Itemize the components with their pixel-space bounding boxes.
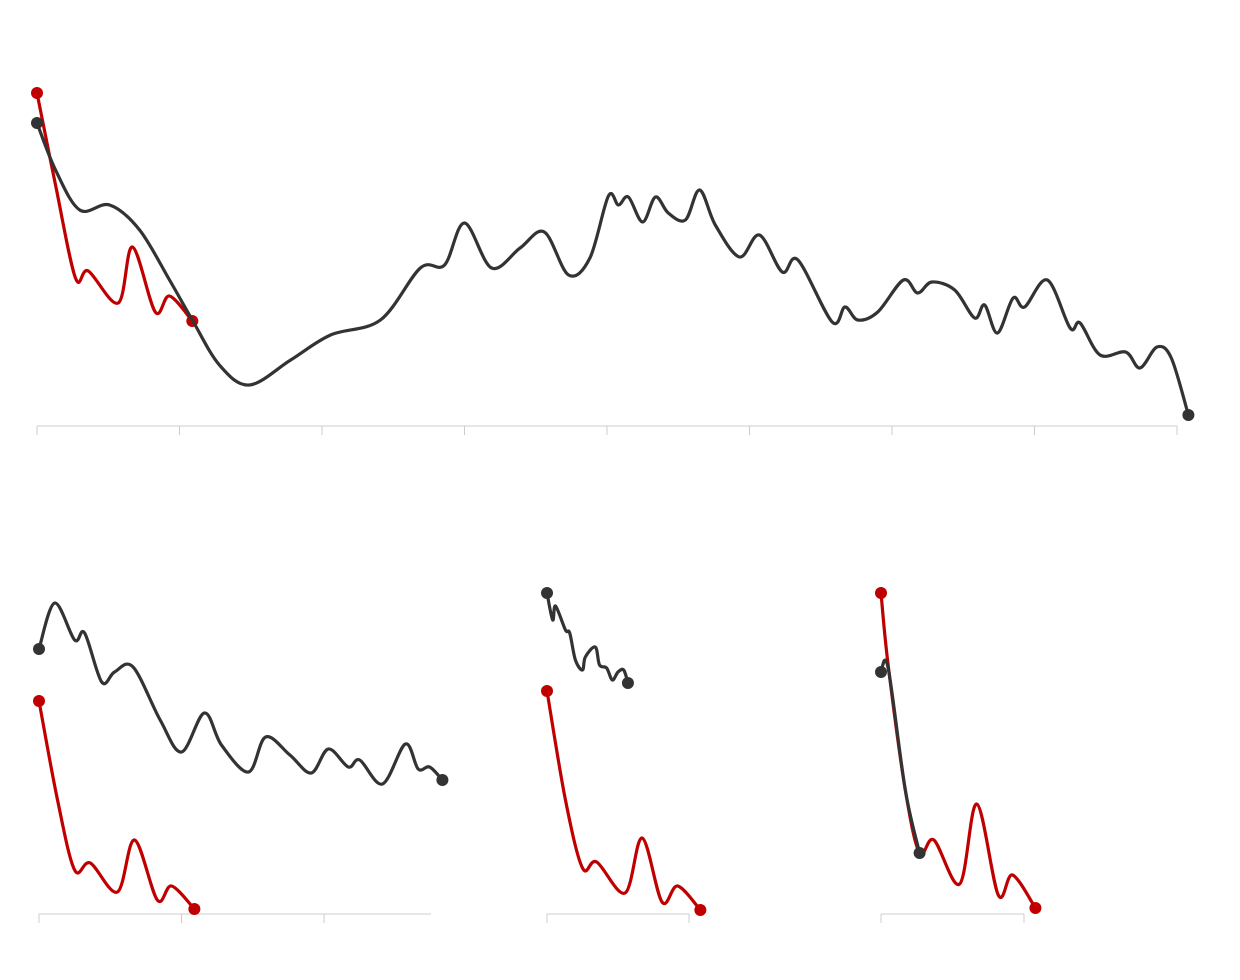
end-dot	[541, 685, 553, 697]
series-line	[545, 689, 702, 912]
end-dot	[31, 117, 43, 129]
series-line	[879, 658, 922, 855]
end-dot	[621, 677, 634, 689]
end-dot	[913, 847, 926, 859]
end-dot	[875, 666, 887, 678]
series-line	[35, 91, 194, 323]
end-dot	[188, 903, 201, 915]
end-dot	[436, 774, 449, 786]
series-line	[35, 121, 1190, 417]
end-dot	[875, 587, 887, 599]
end-dot	[1182, 409, 1195, 421]
series-line	[37, 699, 196, 911]
series-line	[37, 601, 445, 786]
end-dot	[33, 695, 45, 707]
end-dot	[694, 904, 707, 916]
end-dot	[1029, 902, 1042, 914]
end-dot	[31, 87, 43, 99]
series-line	[879, 591, 1038, 910]
series-line	[545, 591, 630, 685]
end-dot	[541, 587, 553, 599]
end-dot	[33, 643, 45, 655]
